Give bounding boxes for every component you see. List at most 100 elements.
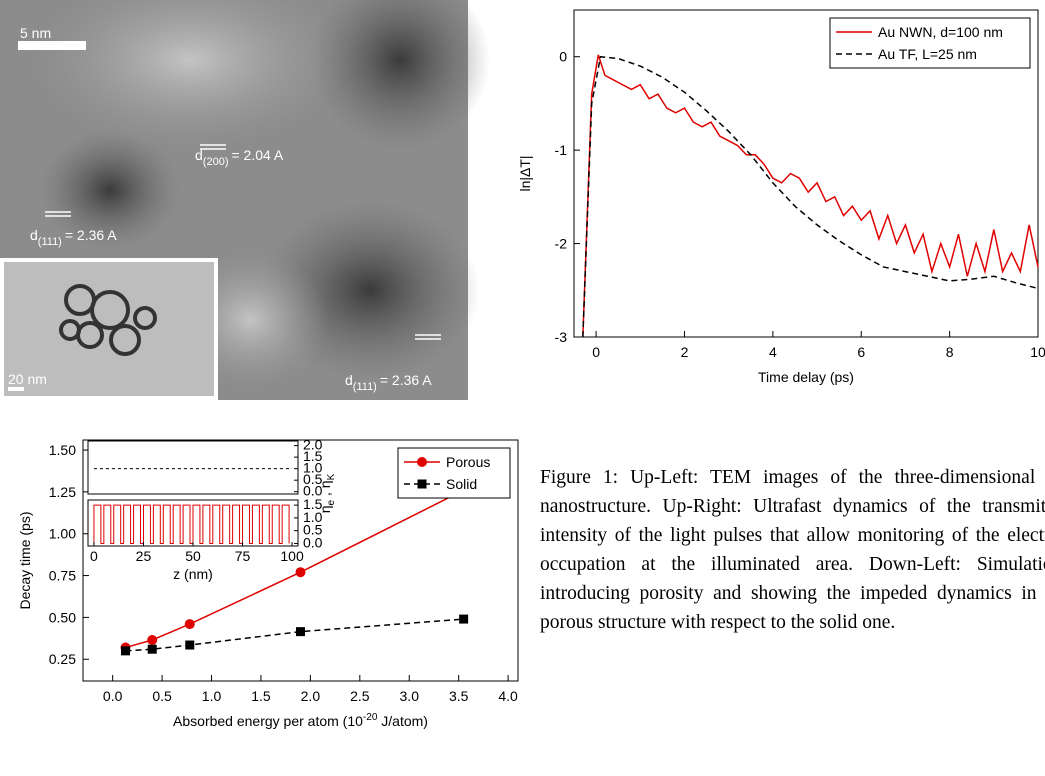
y-axis-label-sub: e [326, 499, 337, 505]
x-tick-label: 2.5 [350, 688, 370, 704]
spacing-index: (200) [203, 156, 229, 168]
x-tick-label: 3.5 [449, 688, 469, 704]
caption: Figure 1: Up-Left: TEM images of the thr… [540, 467, 1045, 633]
x-axis-label: z (nm) [173, 566, 213, 582]
x-axis-label: Time delay (ps) [758, 369, 854, 385]
y-tick-label: 0.25 [49, 651, 76, 667]
chart: 0.0 0.5 1.0 1.5 2.0 2.5 3.0 3.5 4.00.250.500.751… [17, 439, 519, 729]
scale-bar-label: 5 nm [20, 25, 51, 41]
y-tick-label: -1 [555, 142, 568, 158]
x-tick-label: 2.0 [301, 688, 321, 704]
y-tick-label: -2 [555, 236, 568, 252]
spacing-symbol: d [345, 372, 353, 388]
y-tick-label: 0.0 [303, 483, 323, 499]
tem-image: 5 nm 20 nm [0, 0, 490, 400]
spacing-symbol: d [30, 227, 38, 243]
inset-frame [87, 440, 299, 495]
tem-region [40, 130, 180, 250]
legend-label: Solid [446, 476, 477, 492]
y-tick-label: 1.25 [49, 484, 76, 500]
x-axis-label-sup: -20 [363, 712, 378, 723]
x-tick-label: 100 [280, 548, 304, 564]
x-tick-label: 8 [946, 344, 954, 360]
x-tick-label: 2 [681, 344, 689, 360]
y-tick-label: 0.75 [49, 568, 76, 584]
spacing-index: (111) [38, 236, 62, 248]
y-tick-label: -3 [555, 329, 568, 345]
point [295, 567, 306, 578]
plot-frame [82, 439, 519, 682]
x-tick-label: 10 [1030, 344, 1045, 360]
y-tick-label: 0.50 [49, 609, 76, 625]
series-line [582, 55, 1039, 338]
y-tick-label: 1.5 [303, 448, 323, 464]
x-tick-label: 3.0 [400, 688, 420, 704]
legend-label: Porous [446, 454, 490, 470]
series-line [93, 504, 290, 544]
x-tick-label: 0 [592, 344, 600, 360]
legend-marker [417, 457, 427, 467]
y-axis-label-sub: K [326, 473, 337, 480]
point [147, 644, 157, 654]
chart: 0 2 4 6 8 10 0 -1 -2 -3 Time delay (ps) ln|ΔT| Au NW… [517, 9, 1045, 385]
y-tick-label: 1.00 [49, 526, 76, 542]
x-tick-label: 0.0 [103, 688, 123, 704]
plot-frame [573, 9, 1039, 338]
spacing-label: d(111) = 2.36 A [345, 372, 432, 393]
x-tick-label: 0.5 [152, 688, 172, 704]
scale-bar [18, 41, 86, 50]
x-tick-label: 1.0 [202, 688, 222, 704]
y-tick-label: 1.0 [303, 509, 323, 525]
spacing-label: d(200) = 2.04 A [195, 147, 284, 168]
point [459, 614, 469, 624]
x-axis-label-part: Absorbed energy per atom (10 [173, 713, 363, 729]
tem-region [30, 0, 350, 150]
legend-label: Au TF, L=25 nm [878, 46, 977, 62]
series-line [582, 54, 1039, 338]
y-tick-label: 0.5 [303, 522, 323, 538]
x-tick-label: 25 [136, 548, 152, 564]
point [147, 634, 158, 645]
spacing-index: (111) [353, 381, 377, 393]
spacing-value: = 2.04 A [231, 147, 283, 163]
spacing-symbol: d [195, 147, 203, 163]
y-tick-label: 2.0 [303, 437, 323, 453]
x-axis-label-part: J/atom) [377, 713, 428, 729]
x-axis-label: Absorbed energy per atom (10-20 J/atom) [173, 712, 428, 729]
spacing-label: d(111) = 2.36 A [30, 227, 117, 248]
spacing-value: = 2.36 A [380, 372, 432, 388]
x-tick-label: 50 [185, 548, 201, 564]
point [121, 646, 131, 656]
x-tick-label: 1.5 [251, 688, 271, 704]
spacing-value: = 2.36 A [65, 227, 117, 243]
legend-box [397, 447, 511, 499]
series-line [125, 618, 464, 652]
x-tick-label: 6 [857, 344, 865, 360]
x-tick-label: 4.0 [498, 688, 518, 704]
y-tick-label: 0.5 [303, 471, 323, 487]
y-tick-label: 1.0 [303, 460, 323, 476]
point [185, 640, 195, 650]
y-tick-label: 0.0 [303, 534, 323, 550]
y-axis-label-part: , η [317, 480, 333, 499]
point [296, 627, 305, 637]
nanostructure [59, 284, 157, 356]
y-axis-label: ηe , ηK [317, 473, 337, 513]
legend-marker [417, 479, 427, 489]
y-tick-label: 0 [559, 49, 567, 65]
inset-scale-bar [8, 387, 24, 391]
y-tick-label: 1.5 [303, 496, 323, 512]
tem-region [310, 0, 490, 150]
legend-label: Au NWN, d=100 nm [878, 24, 1003, 40]
inset-scale-label: 20 nm [8, 371, 47, 387]
x-tick-label: 4 [769, 344, 777, 360]
x-tick-label: 75 [235, 548, 251, 564]
point [184, 619, 195, 630]
legend-box [829, 17, 1031, 69]
x-tick-label: 0 [90, 548, 98, 564]
y-tick-label: 1.50 [49, 442, 76, 458]
y-axis-label-part: η [317, 505, 333, 513]
